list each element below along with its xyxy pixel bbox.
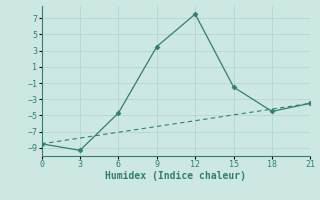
X-axis label: Humidex (Indice chaleur): Humidex (Indice chaleur) (106, 171, 246, 181)
